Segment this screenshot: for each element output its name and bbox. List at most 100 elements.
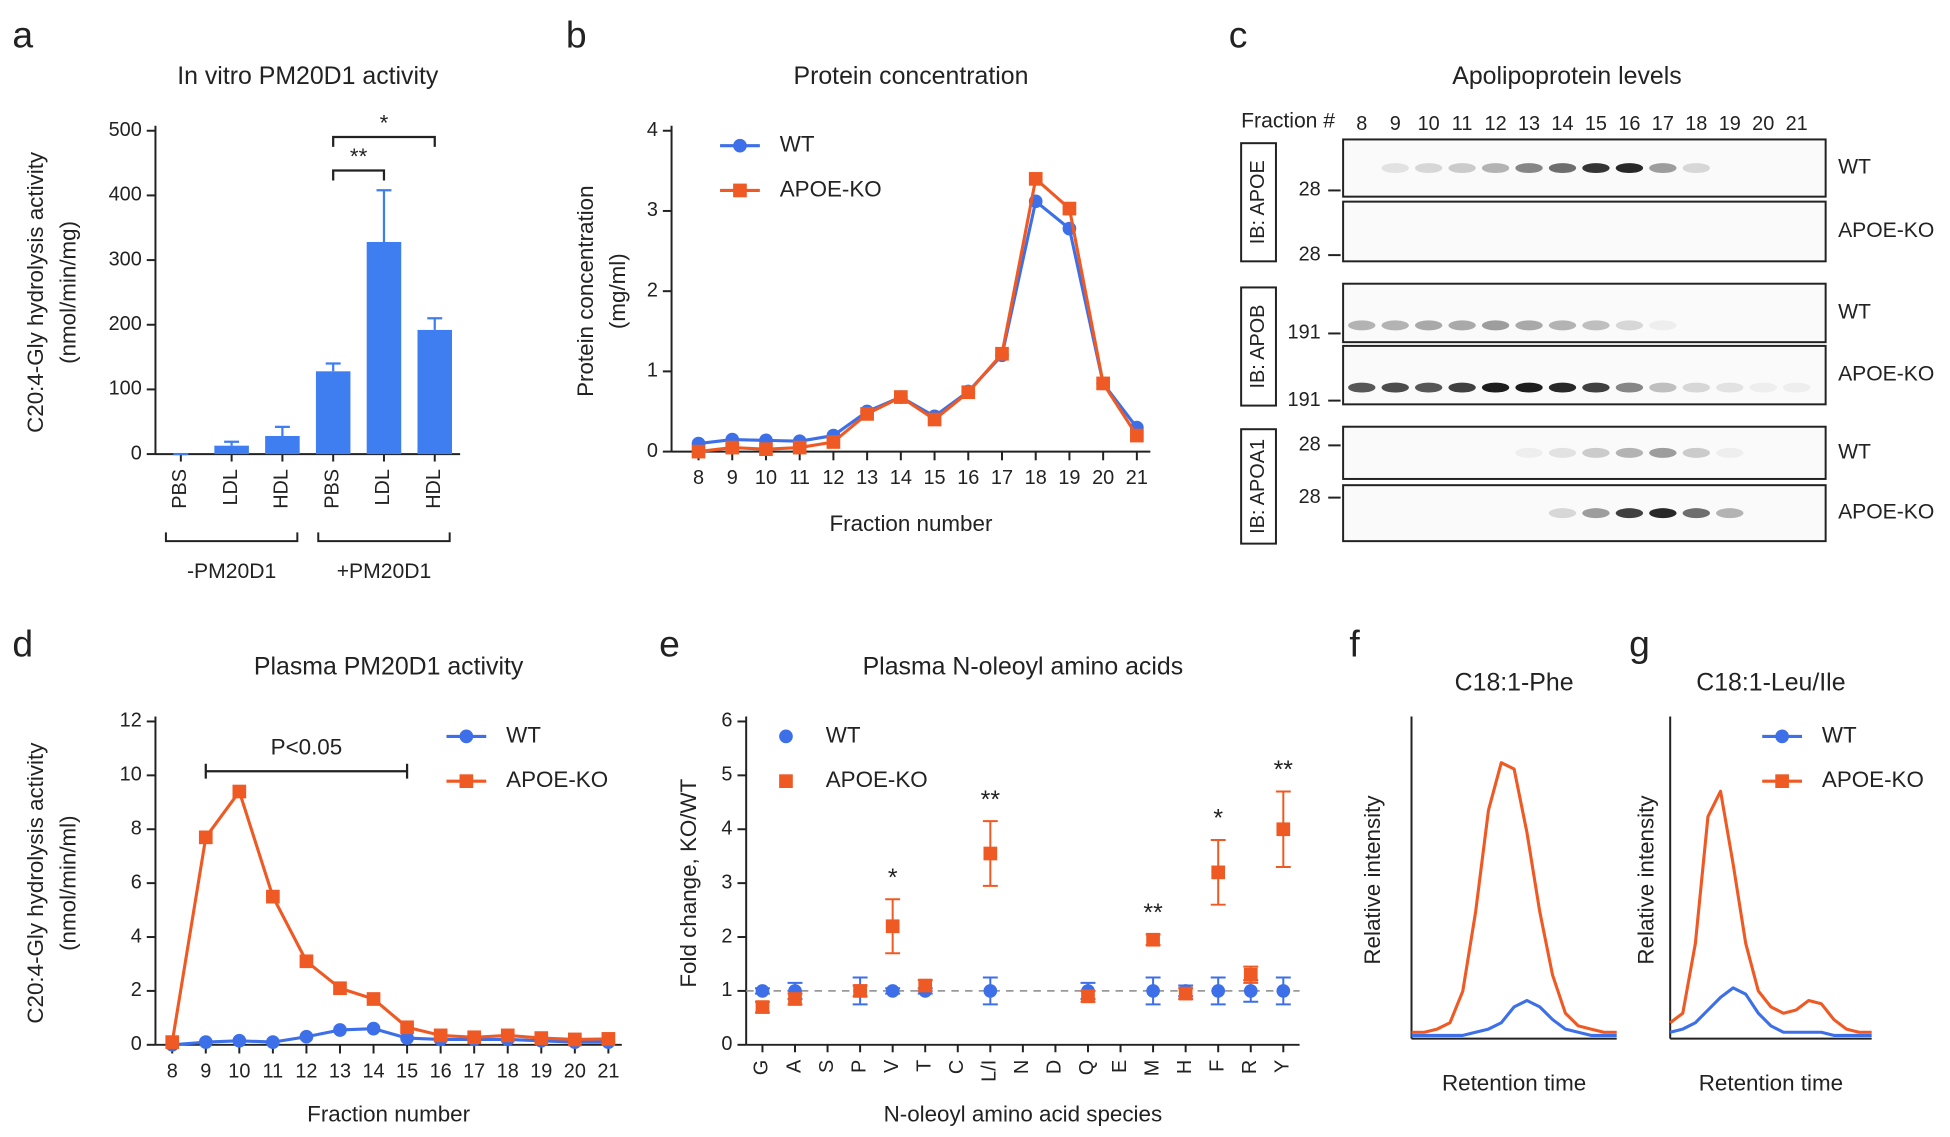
marker (500, 1028, 515, 1043)
band (1448, 508, 1475, 518)
band (1616, 227, 1643, 237)
antibody-label: IB: APOE (1247, 160, 1269, 244)
fraction-label: 12 (1485, 113, 1507, 135)
bar (214, 445, 249, 455)
sample-label: WT (1838, 156, 1871, 179)
marker (198, 1035, 213, 1049)
y-axis-label: C20:4-Gly hydrolysis activity (23, 742, 48, 1024)
y-tick-label: 400 (109, 184, 142, 206)
antibody-box (1240, 142, 1277, 263)
marker (826, 435, 841, 449)
band (1448, 227, 1475, 237)
marker (995, 346, 1009, 361)
band (1548, 163, 1577, 174)
band (1783, 448, 1810, 458)
marker (1178, 986, 1193, 1001)
x-tick-label: HDL (271, 469, 293, 509)
marker (467, 1030, 482, 1045)
marker (853, 984, 867, 998)
legend-label: APOE-KO (780, 176, 882, 201)
fraction-label: 8 (1356, 113, 1367, 135)
significance-label: ** (981, 786, 1001, 814)
significance-label: * (888, 864, 898, 892)
band (1548, 320, 1577, 331)
chart-title: C18:1-Phe (1455, 669, 1574, 697)
legend-label: WT (506, 722, 541, 747)
marker (266, 1035, 280, 1049)
band (1750, 508, 1777, 518)
x-tick-label: Q (1076, 1060, 1098, 1075)
band (1716, 382, 1744, 393)
blot-membrane (1342, 425, 1827, 480)
y-tick-label: 3 (647, 199, 658, 221)
x-tick-label: M (1141, 1060, 1163, 1077)
band (1750, 320, 1777, 330)
band (1649, 163, 1677, 174)
fraction-label: 17 (1652, 113, 1674, 135)
band (1615, 163, 1644, 174)
marker (232, 784, 247, 799)
sample-label: WT (1838, 301, 1871, 324)
x-tick-label: PBS (321, 469, 343, 509)
marker (534, 1031, 549, 1045)
marker (266, 889, 280, 904)
band (1448, 163, 1476, 174)
error-bar (427, 317, 443, 330)
y-tick-label: 2 (721, 925, 732, 947)
significance-label: * (380, 110, 389, 135)
marker (1028, 172, 1043, 186)
band (1750, 448, 1777, 458)
y-tick-label: 12 (120, 710, 142, 732)
band (1348, 382, 1376, 393)
legend-marker (1775, 729, 1789, 744)
band (1515, 320, 1543, 331)
x-tick-label: G (751, 1060, 773, 1075)
antibody-label: IB: APOA1 (1247, 439, 1269, 534)
y-axis-label: Fold change, KO/WT (676, 778, 701, 987)
band (1615, 320, 1644, 331)
band (1649, 447, 1677, 458)
band (1582, 163, 1610, 174)
y-axis-label: (nmol/min/mg) (56, 221, 81, 364)
y-tick-label: 0 (721, 1033, 732, 1055)
y-axis-label: (mg/ml) (605, 253, 630, 329)
bar (315, 371, 351, 455)
marker (792, 440, 807, 455)
x-tick-label: E (1109, 1060, 1131, 1073)
x-tick-label: Y (1272, 1060, 1294, 1073)
x-tick-label: 17 (991, 467, 1013, 489)
y-tick-label: 5 (721, 764, 732, 786)
marker (198, 830, 213, 845)
marker (1130, 428, 1144, 443)
panel-label: g (1629, 623, 1650, 665)
y-tick-label: 1 (721, 979, 732, 1001)
x-tick-label: 14 (890, 467, 912, 489)
marker (725, 440, 740, 455)
x-tick-label: 14 (362, 1060, 384, 1082)
panel-label: f (1349, 623, 1360, 665)
band (1716, 163, 1743, 173)
y-axis-label: (nmol/min/ml) (56, 815, 81, 951)
x-tick-label: HDL (423, 469, 445, 509)
x-tick-label: D (1044, 1060, 1066, 1074)
group-bracket (317, 532, 451, 543)
y-tick-label: 8 (131, 817, 142, 839)
x-tick-label: 20 (1092, 467, 1114, 489)
antibody-box (1240, 286, 1277, 407)
band (1448, 448, 1475, 458)
group-bracket (164, 532, 299, 543)
series-line (1411, 761, 1617, 1034)
marker (885, 984, 900, 998)
x-tick-label: 12 (295, 1060, 317, 1082)
panel-label: d (12, 623, 33, 665)
fraction-label: 20 (1752, 113, 1774, 135)
x-tick-label: 13 (329, 1060, 351, 1082)
band (1348, 508, 1375, 518)
marker (755, 1000, 770, 1014)
marker (755, 984, 770, 998)
y-tick-label: 300 (109, 248, 142, 270)
x-tick-label: H (1174, 1060, 1196, 1074)
band (1415, 508, 1442, 518)
bar (366, 241, 402, 455)
band (1682, 163, 1710, 174)
